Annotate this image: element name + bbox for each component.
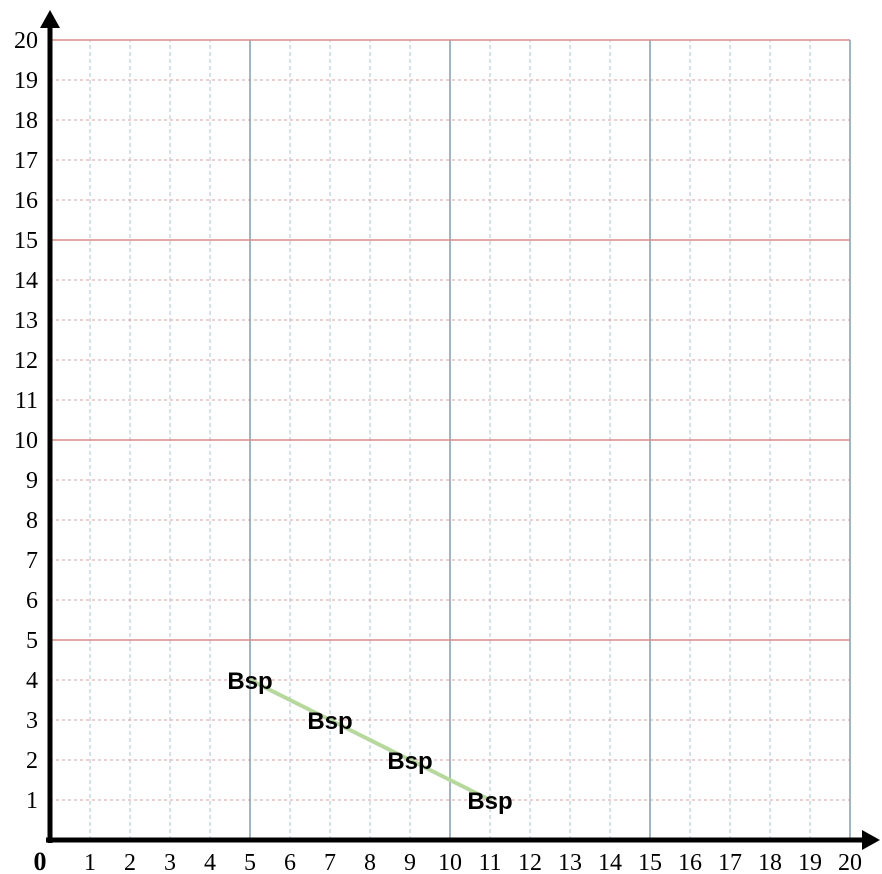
x-tick-label: 13: [558, 850, 582, 874]
y-tick-label: 16: [14, 188, 38, 214]
x-tick-label: 15: [638, 850, 662, 874]
y-tick-label: 7: [26, 548, 38, 574]
y-tick-label: 20: [14, 28, 38, 54]
y-tick-label: 9: [26, 468, 38, 494]
x-tick-label: 20: [838, 850, 862, 874]
x-tick-label: 8: [364, 850, 376, 874]
x-tick-labels: 1 2 3 4 5 6 7 8 9 10 11 12 13 14 15 16 17 18 19 20: [84, 850, 862, 874]
x-axis-arrow-icon: [862, 830, 880, 850]
y-tick-label: 12: [14, 348, 38, 374]
x-tick-label: 18: [758, 850, 782, 874]
y-axis-arrow-icon: [40, 10, 60, 28]
x-tick-label: 11: [478, 850, 501, 874]
x-tick-label: 1: [84, 850, 96, 874]
x-tick-label: 12: [518, 850, 542, 874]
y-tick-label: 4: [26, 668, 38, 694]
y-tick-label: 11: [15, 388, 38, 414]
y-tick-label: 17: [14, 148, 38, 174]
x-tick-label: 7: [324, 850, 336, 874]
x-tick-label: 14: [598, 850, 622, 874]
y-tick-label: 3: [26, 708, 38, 734]
x-tick-label: 3: [164, 850, 176, 874]
x-tick-label: 2: [124, 850, 136, 874]
x-tick-label: 16: [678, 850, 702, 874]
y-tick-label: 15: [14, 228, 38, 254]
y-tick-label: 14: [14, 268, 38, 294]
grid: [50, 39, 851, 840]
y-tick-label: 2: [26, 748, 38, 774]
series-line: [248, 678, 492, 802]
data-point-label: Bsp: [307, 708, 352, 735]
origin-label: 0: [34, 847, 47, 874]
x-tick-label: 4: [204, 850, 216, 874]
x-tick-label: 6: [284, 850, 296, 874]
x-tick-label: 19: [798, 850, 822, 874]
y-tick-label: 6: [26, 588, 38, 614]
x-tick-label: 10: [438, 850, 462, 874]
x-tick-label: 5: [244, 850, 256, 874]
x-tick-label: 9: [404, 850, 416, 874]
y-tick-label: 5: [26, 628, 38, 654]
data-point-label: Bsp: [467, 788, 512, 815]
data-point-label: Bsp: [387, 748, 432, 775]
x-tick-label: 17: [718, 850, 742, 874]
y-tick-label: 10: [14, 428, 38, 454]
y-tick-label: 1: [26, 788, 38, 814]
data-point-label: Bsp: [227, 668, 272, 695]
data-series: Bsp Bsp Bsp Bsp: [227, 668, 512, 815]
y-tick-label: 13: [14, 308, 38, 334]
y-tick-label: 8: [26, 508, 38, 534]
axes: [40, 10, 880, 850]
y-tick-label: 18: [14, 108, 38, 134]
y-tick-label: 19: [14, 68, 38, 94]
